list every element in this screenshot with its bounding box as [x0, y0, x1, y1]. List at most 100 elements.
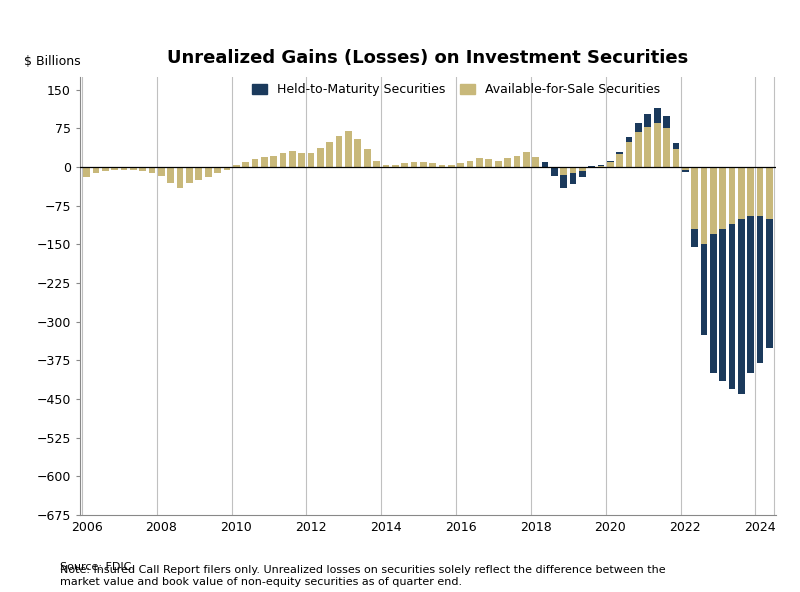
Bar [719, 167, 726, 229]
Bar [701, 244, 707, 334]
Bar [710, 234, 717, 374]
Bar [766, 167, 773, 218]
Bar [402, 163, 408, 167]
Bar [251, 159, 258, 167]
Bar [430, 163, 436, 167]
Bar [766, 218, 773, 348]
Bar [654, 123, 661, 167]
Bar [223, 167, 230, 170]
Bar [570, 167, 576, 173]
Bar [691, 229, 698, 247]
Bar [523, 152, 530, 167]
Bar [682, 167, 689, 170]
Bar [607, 162, 614, 167]
Bar [214, 167, 221, 173]
Bar [167, 167, 174, 182]
Bar [617, 155, 623, 167]
Bar [289, 150, 296, 167]
Bar [139, 167, 146, 171]
Bar [588, 166, 595, 168]
Bar [149, 167, 155, 173]
Title: Unrealized Gains (Losses) on Investment Securities: Unrealized Gains (Losses) on Investment … [167, 49, 689, 67]
Bar [308, 153, 314, 167]
Bar [382, 165, 390, 167]
Bar [158, 167, 165, 176]
Bar [719, 229, 726, 381]
Bar [532, 157, 539, 167]
Bar [336, 136, 342, 167]
Bar [280, 153, 286, 167]
Bar [663, 115, 670, 128]
Bar [438, 165, 446, 167]
Bar [186, 167, 193, 182]
Bar [682, 170, 689, 172]
Text: Source: FDIC.: Source: FDIC. [60, 561, 135, 571]
Bar [177, 167, 183, 188]
Bar [560, 167, 567, 175]
Bar [757, 167, 763, 216]
Bar [542, 162, 548, 167]
Bar [551, 168, 558, 176]
Bar [205, 167, 211, 178]
Legend: Held-to-Maturity Securities, Available-for-Sale Securities: Held-to-Maturity Securities, Available-f… [251, 83, 660, 96]
Text: Note: Insured Call Report filers only. Unrealized losses on securities solely re: Note: Insured Call Report filers only. U… [60, 565, 666, 587]
Bar [729, 224, 735, 389]
Bar [738, 167, 745, 218]
Bar [645, 114, 651, 127]
Bar [420, 162, 426, 167]
Bar [691, 167, 698, 229]
Bar [130, 167, 137, 170]
Bar [598, 165, 605, 167]
Bar [298, 153, 305, 167]
Bar [635, 123, 642, 132]
Bar [83, 167, 90, 178]
Bar [392, 165, 398, 167]
Bar [738, 218, 745, 394]
Bar [588, 166, 595, 167]
Bar [373, 161, 380, 167]
Bar [747, 167, 754, 216]
Bar [448, 165, 454, 167]
Bar [729, 167, 735, 224]
Bar [476, 158, 483, 167]
Bar [354, 139, 362, 167]
Bar [701, 167, 707, 244]
Bar [560, 175, 567, 188]
Bar [261, 157, 268, 167]
Bar [607, 161, 614, 162]
Bar [673, 149, 679, 167]
Bar [410, 162, 418, 167]
Bar [111, 167, 118, 170]
Bar [504, 158, 511, 167]
Bar [270, 156, 277, 167]
Bar [663, 128, 670, 167]
Bar [747, 216, 754, 374]
Bar [626, 137, 633, 143]
Text: $ Billions: $ Billions [24, 55, 81, 68]
Bar [93, 167, 99, 173]
Bar [598, 165, 605, 166]
Bar [233, 165, 239, 167]
Bar [458, 163, 464, 167]
Bar [551, 167, 558, 168]
Bar [345, 131, 352, 167]
Bar [466, 161, 474, 167]
Bar [364, 149, 370, 167]
Bar [242, 162, 249, 167]
Bar [317, 147, 324, 167]
Bar [514, 156, 520, 167]
Bar [626, 143, 633, 167]
Bar [654, 108, 661, 123]
Bar [673, 143, 679, 149]
Bar [645, 127, 651, 167]
Bar [635, 132, 642, 167]
Bar [102, 167, 109, 171]
Bar [195, 167, 202, 180]
Bar [121, 167, 127, 170]
Bar [326, 143, 333, 167]
Bar [710, 167, 717, 234]
Bar [579, 167, 586, 171]
Bar [542, 162, 548, 167]
Bar [486, 159, 492, 167]
Bar [617, 152, 623, 155]
